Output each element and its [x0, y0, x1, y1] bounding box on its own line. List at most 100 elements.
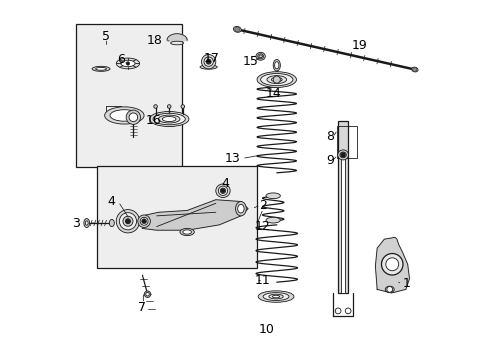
Ellipse shape	[149, 112, 188, 127]
Circle shape	[234, 27, 239, 32]
Ellipse shape	[153, 105, 157, 108]
Circle shape	[126, 62, 129, 65]
Circle shape	[385, 258, 398, 271]
Circle shape	[381, 253, 402, 275]
Text: 4: 4	[221, 177, 228, 190]
Ellipse shape	[218, 186, 227, 195]
Text: 14: 14	[265, 87, 281, 100]
Ellipse shape	[162, 117, 176, 122]
Ellipse shape	[339, 152, 346, 158]
Bar	[341, 153, 344, 157]
Ellipse shape	[96, 67, 106, 70]
Ellipse shape	[257, 72, 296, 87]
Ellipse shape	[265, 193, 280, 199]
Circle shape	[125, 219, 130, 224]
Ellipse shape	[125, 219, 130, 224]
Ellipse shape	[119, 213, 136, 230]
Ellipse shape	[265, 217, 280, 223]
Text: 12: 12	[254, 220, 269, 233]
Ellipse shape	[92, 66, 110, 71]
Text: 17: 17	[203, 51, 219, 64]
Ellipse shape	[258, 55, 262, 58]
Ellipse shape	[144, 291, 150, 297]
Circle shape	[206, 59, 210, 64]
Ellipse shape	[181, 105, 184, 108]
Text: 18: 18	[146, 33, 163, 47]
Circle shape	[345, 308, 350, 314]
Ellipse shape	[200, 65, 217, 69]
Ellipse shape	[220, 188, 225, 193]
Bar	[337, 121, 347, 293]
Text: 1: 1	[402, 278, 409, 291]
Ellipse shape	[167, 105, 171, 108]
Ellipse shape	[104, 107, 144, 124]
Ellipse shape	[271, 77, 282, 82]
Ellipse shape	[263, 293, 288, 301]
Ellipse shape	[183, 230, 191, 234]
Circle shape	[126, 110, 140, 125]
Ellipse shape	[260, 73, 292, 86]
Ellipse shape	[180, 228, 194, 235]
Text: 9: 9	[326, 154, 334, 167]
Ellipse shape	[158, 115, 180, 123]
Circle shape	[142, 219, 146, 224]
Ellipse shape	[110, 110, 139, 121]
Text: 5: 5	[102, 30, 110, 43]
Circle shape	[129, 113, 137, 122]
Bar	[336, 126, 356, 158]
Ellipse shape	[257, 54, 263, 59]
Ellipse shape	[255, 52, 265, 60]
Text: 10: 10	[258, 323, 274, 336]
Ellipse shape	[121, 60, 135, 67]
Ellipse shape	[122, 216, 133, 226]
Text: 2: 2	[258, 199, 266, 212]
Circle shape	[386, 287, 392, 292]
Circle shape	[335, 308, 340, 314]
Ellipse shape	[203, 57, 213, 66]
Ellipse shape	[272, 295, 279, 298]
Bar	[76, 24, 182, 167]
Ellipse shape	[237, 204, 244, 213]
Ellipse shape	[215, 184, 230, 198]
Ellipse shape	[109, 220, 114, 226]
Text: 7: 7	[138, 301, 146, 314]
Polygon shape	[375, 237, 408, 293]
Circle shape	[340, 152, 345, 157]
Ellipse shape	[411, 67, 417, 72]
Bar	[97, 166, 257, 268]
Ellipse shape	[170, 41, 183, 45]
Ellipse shape	[116, 210, 139, 233]
Ellipse shape	[268, 294, 283, 299]
Ellipse shape	[258, 291, 293, 302]
Ellipse shape	[233, 26, 241, 32]
Circle shape	[412, 67, 416, 72]
Ellipse shape	[337, 150, 348, 160]
Ellipse shape	[235, 202, 246, 216]
Bar	[341, 157, 344, 293]
Text: 15: 15	[243, 55, 258, 68]
Ellipse shape	[85, 221, 88, 225]
Ellipse shape	[83, 219, 89, 228]
Circle shape	[221, 189, 224, 193]
Ellipse shape	[274, 62, 278, 69]
Ellipse shape	[206, 59, 211, 64]
Ellipse shape	[138, 215, 150, 228]
Ellipse shape	[140, 217, 148, 225]
Circle shape	[273, 76, 280, 83]
Text: 16: 16	[145, 114, 161, 127]
Ellipse shape	[116, 58, 139, 69]
Text: 11: 11	[254, 274, 269, 287]
Ellipse shape	[266, 76, 286, 84]
Polygon shape	[142, 200, 247, 230]
Ellipse shape	[385, 286, 393, 293]
Text: 8: 8	[326, 130, 334, 144]
Ellipse shape	[145, 292, 149, 296]
Text: 19: 19	[351, 39, 367, 52]
Text: 4: 4	[107, 195, 115, 208]
Ellipse shape	[273, 59, 280, 71]
Ellipse shape	[153, 113, 185, 125]
Text: 13: 13	[224, 152, 241, 165]
Text: 3: 3	[72, 216, 80, 230]
Text: 6: 6	[117, 53, 124, 66]
Ellipse shape	[201, 54, 215, 69]
